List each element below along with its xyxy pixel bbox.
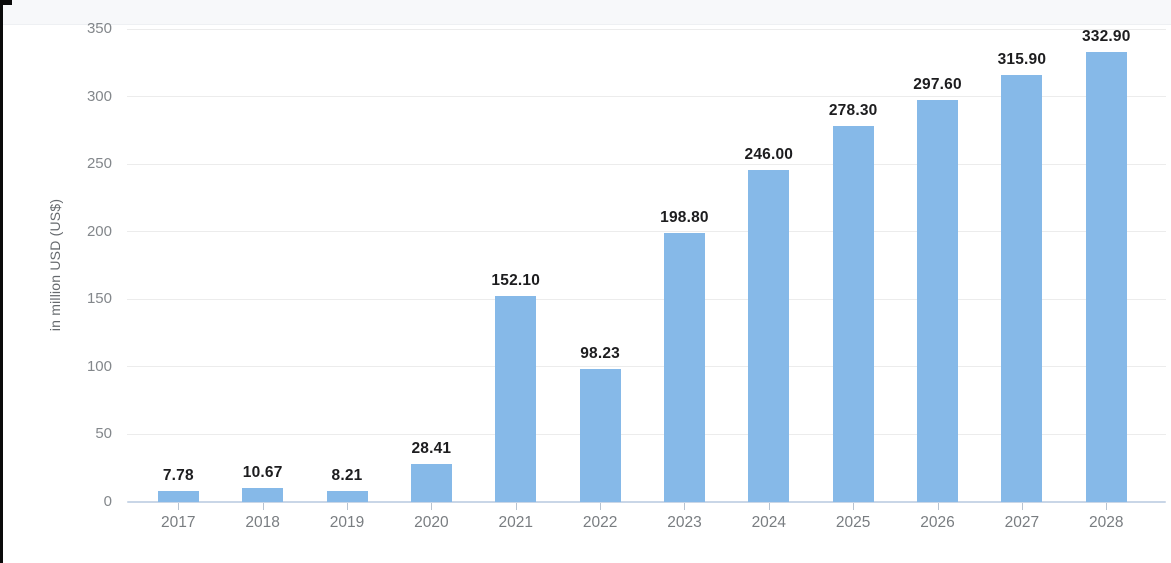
gridline xyxy=(127,163,1166,165)
x-tick-label: 2024 xyxy=(751,514,787,531)
gridline xyxy=(127,231,1166,233)
x-axis-baseline xyxy=(127,501,1166,503)
x-tick-mark xyxy=(1021,503,1023,510)
bar xyxy=(1001,75,1043,502)
gridline xyxy=(127,28,1166,30)
bar xyxy=(832,125,874,502)
window-edge xyxy=(0,0,3,563)
bar-value-label: 315.90 xyxy=(997,51,1047,69)
x-tick-label: 2025 xyxy=(835,514,871,531)
bar xyxy=(495,296,537,502)
x-tick-mark xyxy=(768,503,770,510)
y-tick-label: 0 xyxy=(103,493,112,510)
x-tick-label: 2018 xyxy=(245,514,280,531)
x-tick-label: 2023 xyxy=(667,514,702,531)
x-tick-label: 2019 xyxy=(329,514,365,531)
bar xyxy=(1085,52,1127,502)
x-tick-label: 2027 xyxy=(1004,514,1040,531)
bar xyxy=(326,490,368,502)
gridline xyxy=(127,298,1166,300)
bar-value-label: 10.67 xyxy=(242,463,283,481)
x-tick-mark xyxy=(684,503,686,510)
bar-value-label: 8.21 xyxy=(331,466,363,484)
x-tick-mark xyxy=(515,503,517,510)
x-tick-label: 2020 xyxy=(414,514,449,531)
top-band xyxy=(0,0,1171,25)
y-tick-label: 150 xyxy=(86,290,112,308)
bar xyxy=(410,463,452,502)
x-tick-label: 2017 xyxy=(161,514,196,531)
x-tick-label: 2026 xyxy=(920,514,955,531)
x-tick-mark xyxy=(853,503,855,510)
bar xyxy=(242,487,284,502)
gridline xyxy=(127,366,1166,368)
bar-value-label: 332.90 xyxy=(1081,28,1131,46)
x-tick-mark xyxy=(431,503,433,510)
bar-value-label: 297.60 xyxy=(913,75,962,93)
x-tick-mark xyxy=(600,503,602,510)
y-tick-label: 250 xyxy=(86,155,112,173)
y-tick-label: 50 xyxy=(95,425,112,443)
x-tick-label: 2021 xyxy=(498,514,533,531)
bar-value-label: 7.78 xyxy=(162,467,194,485)
bar-value-label: 152.10 xyxy=(491,272,541,290)
x-tick-mark xyxy=(347,503,349,510)
bar-value-label: 98.23 xyxy=(580,345,620,363)
gridline xyxy=(127,96,1166,98)
y-tick-label: 200 xyxy=(86,222,112,240)
y-axis-title: in million USD (US$) xyxy=(47,198,63,332)
bar xyxy=(663,233,705,502)
window-edge-corner xyxy=(0,0,12,5)
y-tick-label: 100 xyxy=(86,357,112,375)
bar-value-label: 28.41 xyxy=(411,439,452,457)
bar-value-label: 246.00 xyxy=(744,145,794,163)
gridline xyxy=(127,433,1166,435)
x-tick-mark xyxy=(262,503,264,510)
x-tick-mark xyxy=(937,503,939,510)
y-tick-label: 300 xyxy=(86,87,112,105)
y-tick-label: 350 xyxy=(86,20,112,37)
x-tick-label: 2022 xyxy=(582,514,618,531)
bar xyxy=(917,99,959,502)
x-tick-mark xyxy=(1106,503,1108,510)
bar xyxy=(748,169,790,502)
bar-value-label: 198.80 xyxy=(660,209,709,227)
bar-value-label: 278.30 xyxy=(828,101,878,119)
bar xyxy=(157,491,199,502)
x-tick-label: 2028 xyxy=(1089,514,1124,531)
bar xyxy=(579,369,621,502)
x-tick-mark xyxy=(178,503,180,510)
